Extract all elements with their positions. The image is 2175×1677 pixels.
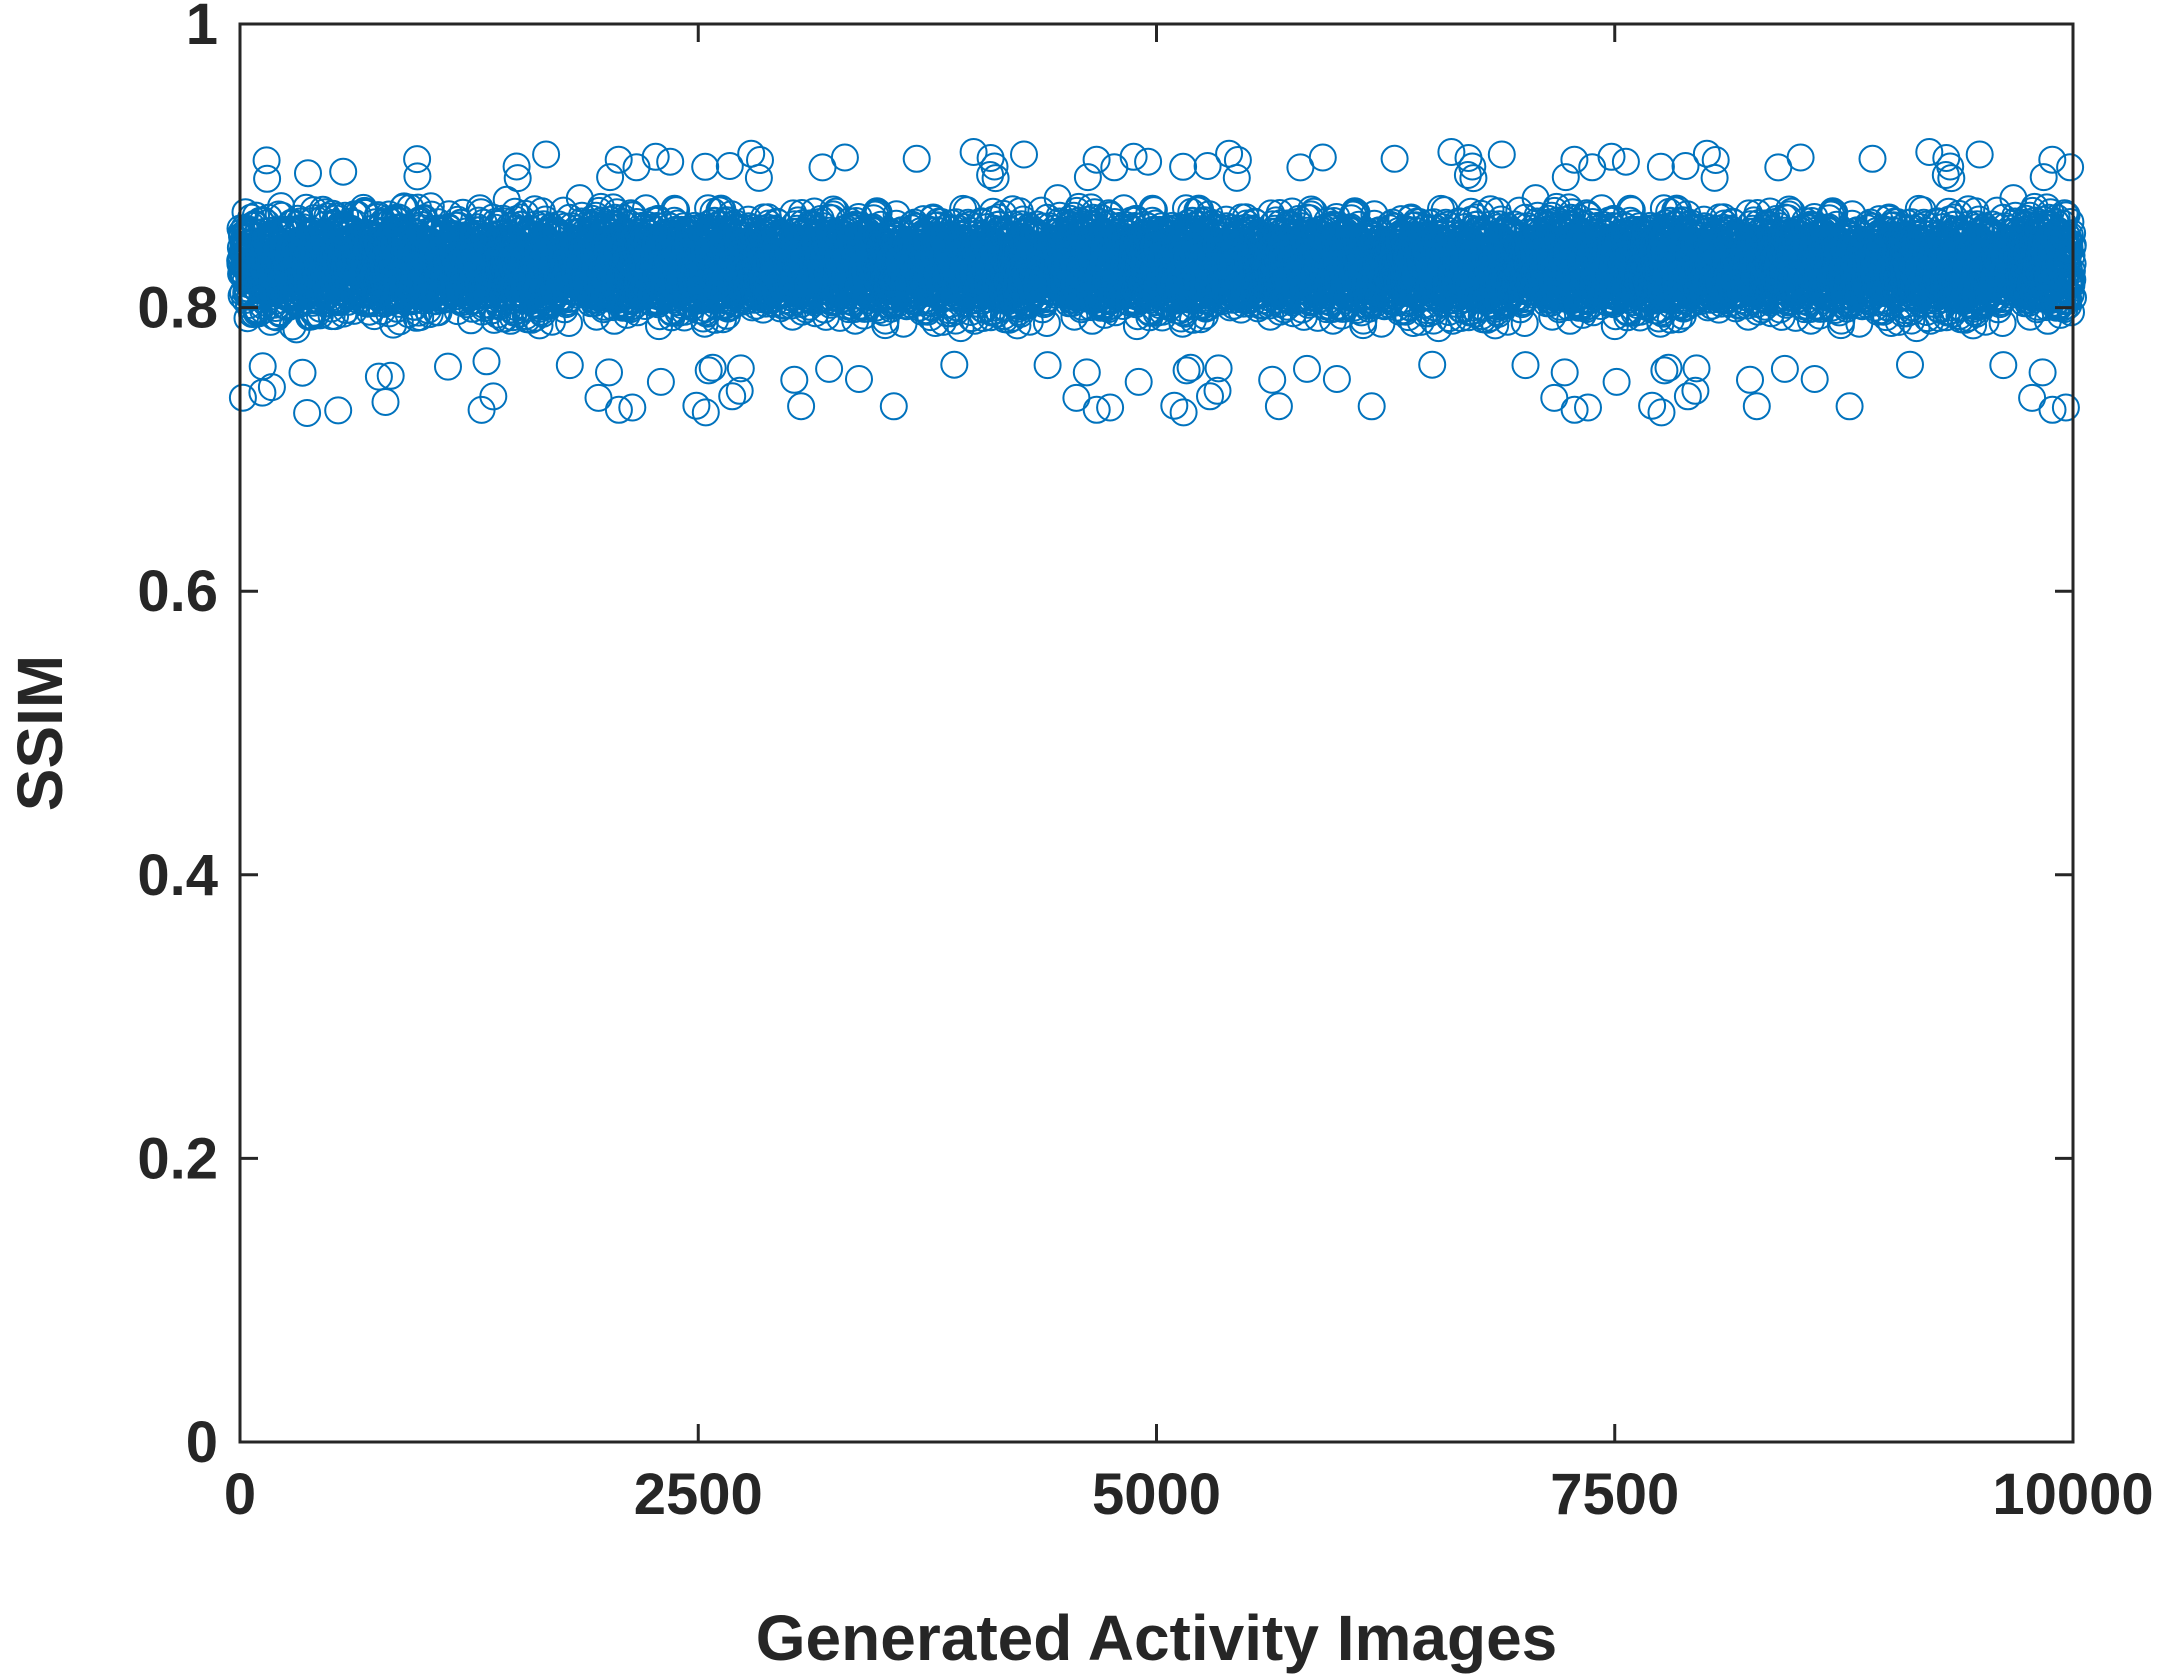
scatter-point: [376, 361, 405, 390]
scatter-point: [293, 399, 322, 427]
data-points: [226, 138, 2087, 427]
scatter-point: [434, 352, 462, 381]
scatter-point: [256, 307, 285, 336]
scatter-point: [288, 358, 317, 387]
scatter-point: [257, 373, 286, 402]
scatter-point: [403, 145, 432, 174]
scatter-point: [324, 396, 353, 425]
scatter-point: [228, 383, 257, 412]
scatter-point: [252, 146, 281, 175]
scatter-point: [329, 157, 358, 186]
scatter-point: [253, 164, 282, 193]
scatter-point: [364, 362, 393, 391]
scatter-point: [403, 162, 432, 191]
scatter-point: [371, 388, 400, 416]
scatter-point: [294, 159, 322, 188]
